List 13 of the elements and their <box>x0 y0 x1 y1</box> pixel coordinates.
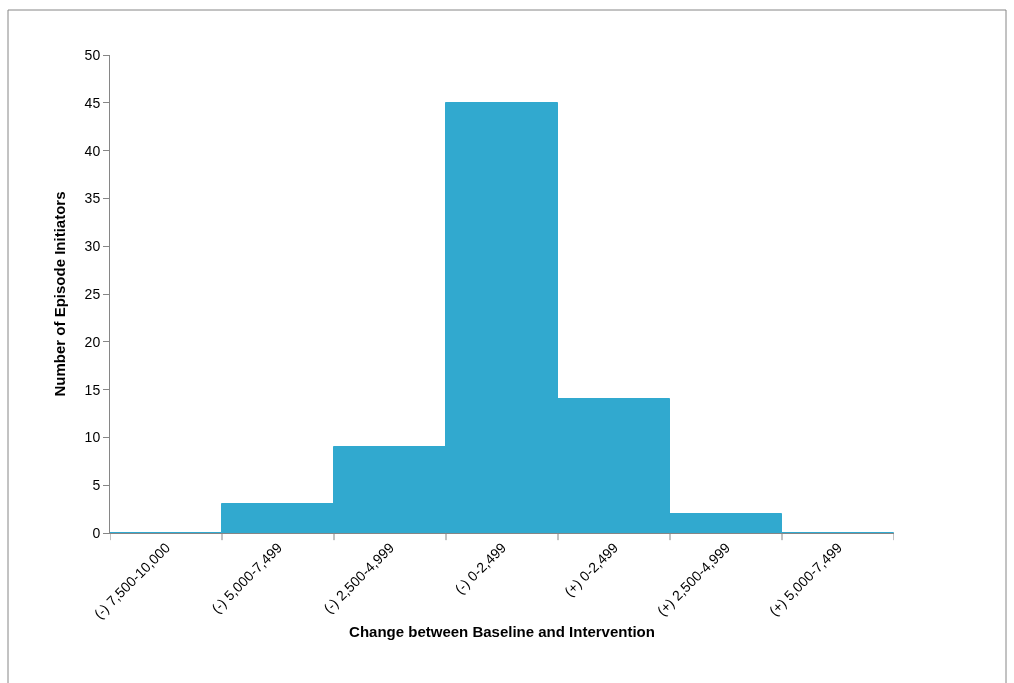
y-tick-label: 0 <box>92 524 101 541</box>
y-tick-label: 25 <box>84 285 101 302</box>
y-tick-label: 15 <box>84 381 101 398</box>
y-tick-label: 50 <box>84 46 101 63</box>
x-axis-title: Change between Baseline and Intervention <box>349 622 655 640</box>
y-tick-label: 5 <box>92 477 101 494</box>
y-tick-label: 45 <box>84 94 101 111</box>
y-tick-label: 10 <box>84 429 101 446</box>
y-tick-label: 20 <box>84 333 101 350</box>
y-axis-title: Number of Episode Initiators <box>50 191 68 397</box>
y-tick-label: 30 <box>84 238 101 255</box>
y-tick-label: 40 <box>84 142 101 159</box>
y-tick-label: 35 <box>84 190 101 207</box>
